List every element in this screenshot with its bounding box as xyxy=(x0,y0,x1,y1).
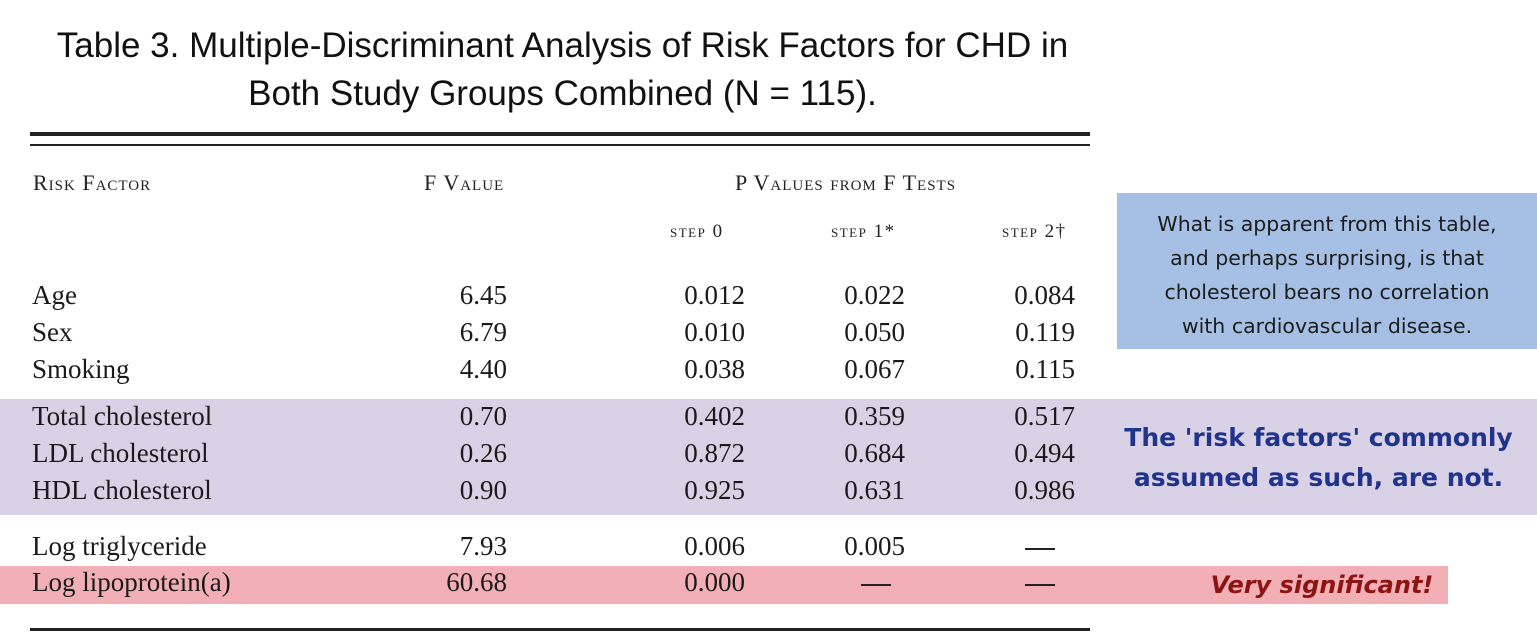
em-dash xyxy=(1025,583,1055,586)
step-2-cell xyxy=(995,531,1075,562)
row-label: Log triglyceride xyxy=(32,531,207,561)
step-0-cell: 0.012 xyxy=(684,280,745,310)
note-line-3: cholesterol bears no correlation xyxy=(1164,280,1490,304)
row-label: HDL cholesterol xyxy=(32,475,212,505)
step-1-cell: 0.022 xyxy=(844,280,905,310)
risk-factors-callout: The 'risk factors' commonly assumed as s… xyxy=(1100,418,1537,498)
callout-line-1: The 'risk factors' commonly xyxy=(1124,423,1513,452)
step-1-cell: 0.067 xyxy=(844,354,905,384)
step-0-cell: 0.006 xyxy=(684,531,745,561)
row-label: Total cholesterol xyxy=(32,401,213,431)
step-2-cell: 0.517 xyxy=(1014,401,1075,431)
table-row-sex: Sex 6.79 0.010 0.050 0.119 xyxy=(0,317,1537,354)
note-line-2: and perhaps surprising, is that xyxy=(1170,246,1484,270)
step-1-cell xyxy=(825,567,905,598)
row-label: LDL cholesterol xyxy=(32,438,209,468)
f-value-cell: 0.26 xyxy=(459,438,507,468)
step-2-cell: 0.986 xyxy=(1014,475,1075,505)
top-rule-thick xyxy=(30,132,1090,136)
row-label: Sex xyxy=(32,317,73,347)
header-f-value: F Value xyxy=(424,170,505,195)
step-2-cell: 0.115 xyxy=(1015,354,1075,384)
step-0-cell: 0.000 xyxy=(684,567,745,597)
step-0-cell: 0.038 xyxy=(684,354,745,384)
em-dash xyxy=(861,583,891,586)
table-row-hdl-cholesterol: HDL cholesterol 0.90 0.925 0.631 0.986 xyxy=(0,475,1537,512)
row-label: Age xyxy=(32,280,77,310)
f-value-cell: 6.45 xyxy=(459,280,507,310)
callout-line-2: assumed as such, are not. xyxy=(1133,463,1504,492)
step-0-cell: 0.925 xyxy=(684,475,745,505)
table-title: Table 3. Multiple-Discriminant Analysis … xyxy=(20,22,1105,118)
step-0-cell: 0.010 xyxy=(684,317,745,347)
header-p-values: P Values from F Tests xyxy=(735,170,957,195)
very-significant-label: Very significant! xyxy=(1210,571,1434,599)
step-1-cell: 0.359 xyxy=(844,401,905,431)
f-value-cell: 4.40 xyxy=(459,354,507,384)
f-value-cell: 0.70 xyxy=(459,401,507,431)
step-1-cell: 0.005 xyxy=(844,531,905,561)
em-dash xyxy=(1025,547,1055,550)
f-value-cell: 60.68 xyxy=(446,567,507,597)
table-row-smoking: Smoking 4.40 0.038 0.067 0.115 xyxy=(0,354,1537,391)
header-step-1: step 1* xyxy=(831,221,896,242)
table-row-ldl-cholesterol: LDL cholesterol 0.26 0.872 0.684 0.494 xyxy=(0,438,1537,475)
step-2-cell: 0.084 xyxy=(1014,280,1075,310)
step-1-cell: 0.631 xyxy=(844,475,905,505)
step-1-cell: 0.050 xyxy=(844,317,905,347)
f-value-cell: 7.93 xyxy=(459,531,507,561)
step-2-cell xyxy=(995,567,1075,598)
cholesterol-highlight-band xyxy=(0,399,1537,515)
table-row-age: Age 6.45 0.012 0.022 0.084 xyxy=(0,280,1537,317)
step-2-cell: 0.119 xyxy=(1015,317,1075,347)
table-row-log-lipoprotein-a: Log lipoprotein(a) 60.68 0.000 xyxy=(0,567,1537,604)
table-row-total-cholesterol: Total cholesterol 0.70 0.402 0.359 0.517 xyxy=(0,401,1537,438)
bottom-rule xyxy=(30,628,1090,631)
step-2-cell: 0.494 xyxy=(1014,438,1075,468)
table-row-log-triglyceride: Log triglyceride 7.93 0.006 0.005 xyxy=(0,531,1537,568)
f-value-cell: 6.79 xyxy=(459,317,507,347)
header-risk-factor: Risk Factor xyxy=(33,170,152,195)
note-line-1: What is apparent from this table, xyxy=(1157,212,1497,236)
note-line-4: with cardiovascular disease. xyxy=(1181,314,1473,338)
row-label: Smoking xyxy=(32,354,130,384)
lipoprotein-highlight-band xyxy=(0,566,1448,604)
step-0-cell: 0.872 xyxy=(684,438,745,468)
table-title-line-2: Both Study Groups Combined (N = 115). xyxy=(248,74,877,113)
commentary-note-box: What is apparent from this table, and pe… xyxy=(1117,193,1537,349)
header-step-2: step 2† xyxy=(1002,221,1067,242)
f-value-cell: 0.90 xyxy=(459,475,507,505)
step-1-cell: 0.684 xyxy=(844,438,905,468)
table-title-line-1: Table 3. Multiple-Discriminant Analysis … xyxy=(56,26,1069,65)
top-rule-thin xyxy=(30,144,1090,146)
row-label: Log lipoprotein(a) xyxy=(32,567,231,597)
step-0-cell: 0.402 xyxy=(684,401,745,431)
header-step-0: step 0 xyxy=(670,221,724,242)
